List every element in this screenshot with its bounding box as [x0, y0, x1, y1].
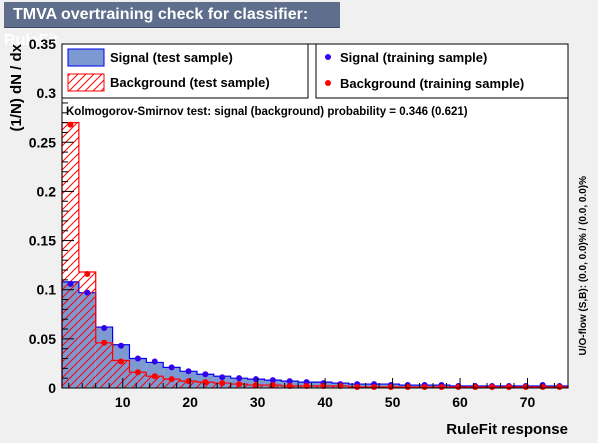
signal-training-point: [67, 280, 74, 287]
x-axis-label: RuleFit response: [446, 421, 568, 438]
background-training-point: [236, 381, 243, 388]
signal-training-point: [134, 355, 141, 362]
overflow-label: U/O-flow (S,B): (0.0, 0.0)% / (0.0, 0.0)…: [578, 176, 589, 356]
legend-box-right: [315, 43, 569, 99]
signal-training-point: [185, 368, 192, 375]
signal-training-point: [202, 371, 209, 378]
background-test-bar: [129, 372, 147, 388]
background-training-point: [134, 369, 141, 376]
background-training-point: [101, 339, 108, 346]
background-training-point: [219, 380, 226, 387]
y-tick-label: 0.15: [29, 233, 56, 249]
legend-label-background-training: Background (training sample): [340, 76, 524, 91]
ks-test-annotation: Kolmogorov-Smirnov test: signal (backgro…: [66, 106, 468, 118]
signal-training-point: [151, 358, 158, 365]
signal-training-point: [118, 342, 125, 349]
signal-training-point: [236, 375, 243, 382]
y-axis-label: (1/N) dN / dx: [8, 43, 25, 131]
background-test-bar: [146, 376, 164, 388]
background-test-bar: [112, 360, 130, 388]
background-training-point: [556, 384, 563, 391]
x-tick-label: 60: [452, 394, 468, 410]
background-training-point: [151, 373, 158, 380]
y-tick-label: 0.3: [37, 85, 57, 101]
background-training-point: [168, 376, 175, 383]
background-training-point: [67, 121, 74, 128]
background-training-point: [505, 384, 512, 391]
y-tick-label: 0.35: [29, 36, 56, 52]
background-test-bar: [78, 272, 96, 388]
signal-training-point: [286, 378, 293, 385]
background-test-bar: [163, 379, 181, 388]
y-tick-label: 0.1: [37, 282, 57, 298]
x-tick-label: 40: [317, 394, 333, 410]
x-tick-label: 70: [520, 394, 536, 410]
axes: 10 20 30 40 50 60 70 0 0.05 0.1 0.15 0.2 0.25 0.3 0.35: [29, 36, 569, 410]
signal-training-point: [168, 364, 175, 371]
y-tick-label: 0.2: [37, 183, 57, 199]
chart-title: TMVA overtraining check for classifier: …: [4, 2, 340, 49]
plot-frame: [61, 43, 569, 389]
signal-training-point: [219, 374, 226, 381]
y-tick-label: 0.05: [29, 331, 56, 347]
background-training-point: [118, 358, 125, 365]
legend-label-signal-test: Signal (test sample): [110, 50, 233, 65]
x-tick-label: 20: [182, 394, 198, 410]
background-training-point: [421, 384, 428, 391]
signal-training-point: [84, 289, 91, 296]
background-training-point: [84, 270, 91, 277]
x-tick-label: 50: [385, 394, 401, 410]
y-tick-label: 0.25: [29, 134, 56, 150]
background-training-point: [354, 384, 361, 391]
x-tick-label: 10: [115, 394, 131, 410]
background-test-bar: [180, 381, 197, 388]
legend-marker-signal-training: [325, 54, 331, 60]
legend-label-signal-training: Signal (training sample): [340, 50, 487, 65]
background-test-bar: [62, 122, 79, 388]
plot-frame-background: [62, 44, 568, 388]
signal-training-point: [101, 325, 108, 332]
signal-training-point: [269, 377, 276, 384]
background-test-bar: [95, 342, 113, 388]
background-training-point: [371, 384, 378, 391]
background-training-point: [438, 384, 445, 391]
legend-marker-background-training: [325, 80, 331, 86]
legend-swatch-background-test: [67, 73, 105, 92]
legend-swatch-signal-test: [67, 48, 105, 67]
x-tick-label: 30: [250, 394, 266, 410]
y-tick-label: 0: [48, 380, 56, 396]
legend-label-background-test: Background (test sample): [110, 75, 270, 90]
background-training-point: [489, 384, 496, 391]
signal-test-outline: [61, 281, 569, 388]
legend: Signal (test sample) Background (test sa…: [61, 43, 569, 99]
